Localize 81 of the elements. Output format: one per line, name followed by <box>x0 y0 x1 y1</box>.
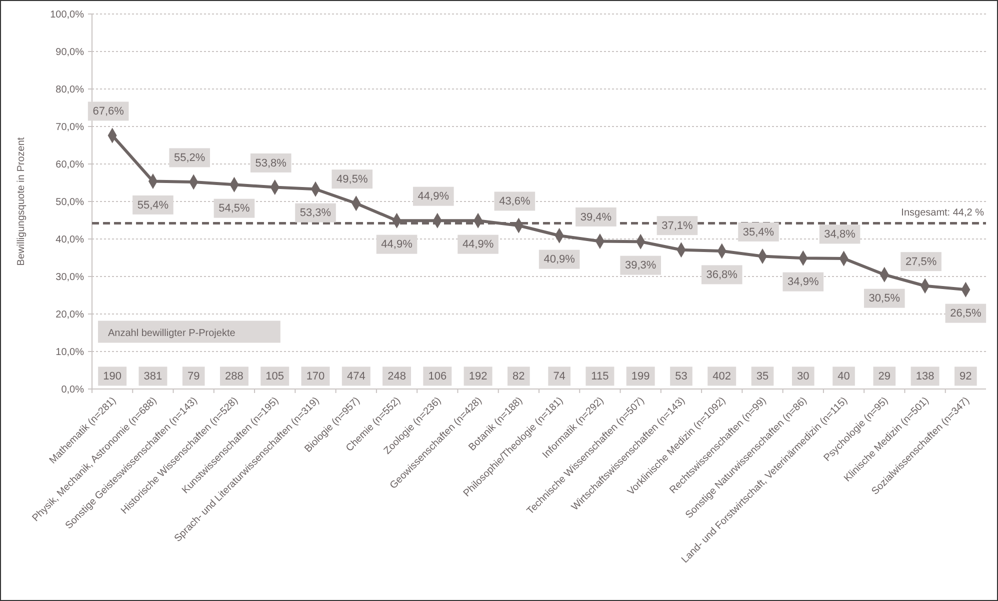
count-box: 190 <box>98 366 127 386</box>
annotation: 82 <box>512 370 525 382</box>
count-box: 138 <box>910 366 940 386</box>
data-label: 53,8% <box>255 157 287 170</box>
data-label: 39,3% <box>624 260 656 272</box>
data-label: 36,8% <box>706 269 738 281</box>
y-tick-label: 10,0% <box>56 347 84 358</box>
data-label: 49,5% <box>336 173 368 186</box>
y-tick-label: 100,0% <box>50 10 84 20</box>
annotation: 474 <box>346 370 366 382</box>
y-axis-title: Bewilligungsquote in Prozent <box>16 137 27 266</box>
count-box: 381 <box>138 366 168 386</box>
y-tick-label: 20,0% <box>56 310 84 320</box>
data-label: 44,9% <box>418 190 450 203</box>
data-label: 34,8% <box>824 228 856 240</box>
data-label: 44,9% <box>462 238 494 251</box>
annotation: 248 <box>388 370 406 382</box>
count-box: 105 <box>260 366 290 386</box>
data-label: 44,9% <box>381 238 413 251</box>
count-box: 199 <box>626 366 655 386</box>
annotation: 190 <box>103 370 122 382</box>
annotation: 106 <box>428 370 447 382</box>
count-box: 82 <box>508 366 530 386</box>
data-label: 34,9% <box>788 276 819 288</box>
annotation: 40 <box>838 370 850 382</box>
data-label: 30,5% <box>868 292 900 305</box>
count-box: 53 <box>670 366 692 386</box>
data-label: 40,9% <box>544 254 576 266</box>
annotation: 199 <box>631 370 650 382</box>
count-box: 248 <box>382 366 412 386</box>
annotation: 74 <box>553 370 566 382</box>
y-tick-label: 70,0% <box>56 122 84 133</box>
annotation: 381 <box>144 370 162 382</box>
y-tick-label: 60,0% <box>56 160 84 170</box>
data-label: 55,4% <box>137 199 169 212</box>
data-label: 26,5% <box>950 308 982 320</box>
count-box: 74 <box>548 366 570 386</box>
data-label: 35,4% <box>742 226 774 238</box>
annotation: 92 <box>960 370 972 382</box>
count-box: 402 <box>708 366 736 386</box>
count-box: 115 <box>586 366 614 386</box>
y-tick-label: 90,0% <box>56 47 84 58</box>
annotation: Anzahl bewilligter P-Projekte <box>108 328 236 339</box>
annotation: 115 <box>591 370 609 382</box>
count-box: 29 <box>873 366 896 386</box>
annotation: 29 <box>878 370 891 382</box>
count-box: 474 <box>342 366 370 386</box>
y-tick-label: 0,0% <box>61 384 84 396</box>
data-label: 54,5% <box>218 202 250 215</box>
data-label: 39,4% <box>580 211 612 224</box>
y-tick-label: 80,0% <box>56 84 84 96</box>
count-box: 288 <box>220 366 248 386</box>
annotation: 79 <box>187 370 200 382</box>
count-box: 106 <box>423 366 452 386</box>
annotation: 402 <box>712 370 732 382</box>
annotation: 30 <box>797 370 810 382</box>
data-label: 43,6% <box>499 196 530 208</box>
count-box: 92 <box>954 366 977 386</box>
count-box: 40 <box>832 366 855 386</box>
annotation: 53 <box>675 370 688 382</box>
count-box: 30 <box>792 366 814 386</box>
y-tick-label: 50,0% <box>56 197 84 208</box>
annotation: 105 <box>266 370 284 382</box>
annotation: 288 <box>225 370 244 382</box>
y-tick-label: 40,0% <box>56 234 84 246</box>
count-box: 170 <box>301 366 330 386</box>
y-tick-label: 30,0% <box>56 272 84 283</box>
annotation: 138 <box>916 370 934 382</box>
data-label: 53,3% <box>300 207 332 220</box>
ref-line-label: Insgesamt: 44,2 % <box>901 207 984 218</box>
count-box: 79 <box>182 366 205 386</box>
data-label: 27,5% <box>905 256 937 268</box>
caption-box: Anzahl bewilligter P-Projekte <box>98 320 280 343</box>
data-label: 67,6% <box>92 106 124 118</box>
data-label: 55,2% <box>174 152 206 164</box>
annotation: 192 <box>468 370 488 382</box>
data-label: 37,1% <box>662 220 694 232</box>
count-box: 192 <box>464 366 492 386</box>
count-box: 35 <box>751 366 774 386</box>
annotation: 170 <box>306 370 325 382</box>
annotation: 35 <box>756 370 769 382</box>
